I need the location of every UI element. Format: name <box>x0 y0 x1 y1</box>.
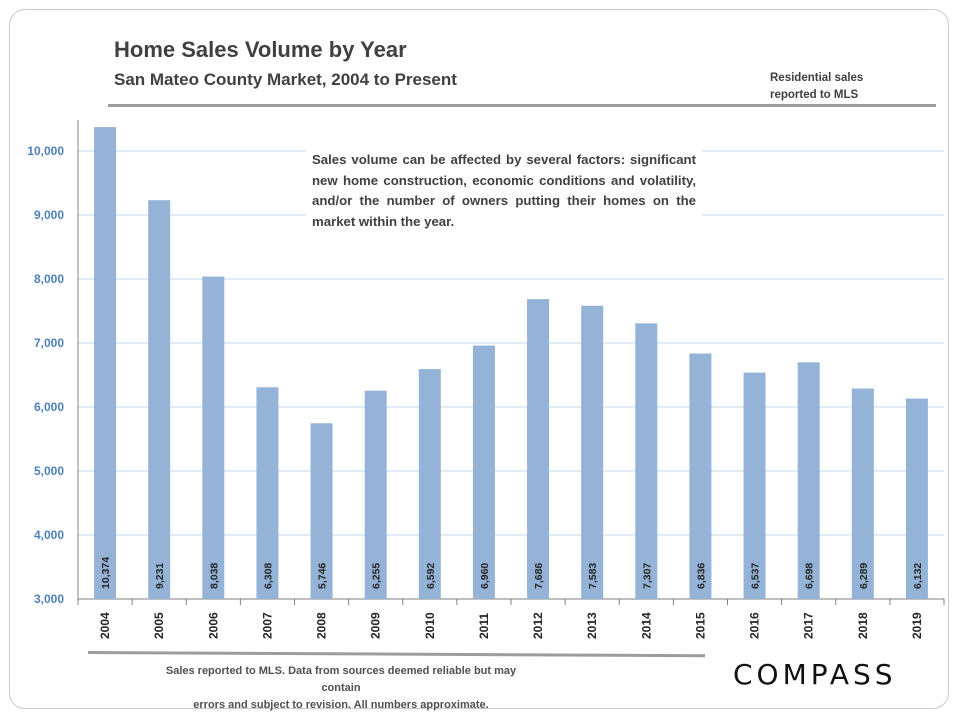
bar <box>581 305 604 599</box>
bar-data-label: 6,698 <box>804 563 816 589</box>
footer-line-1: Sales reported to MLS. Data from sources… <box>165 665 517 694</box>
bar <box>689 353 712 599</box>
bar-data-label: 8,038 <box>208 563 220 589</box>
source-note-line-2: reported to MLS <box>770 89 859 101</box>
bar-data-label: 6,255 <box>371 563 383 589</box>
y-tick-label: 3,000 <box>34 592 64 606</box>
x-tick-label: 2005 <box>152 612 166 639</box>
bar <box>310 423 333 599</box>
bar-data-label: 10,374 <box>100 557 112 589</box>
bar-data-label: 5,746 <box>317 563 329 589</box>
bar-data-label: 6,132 <box>912 563 924 589</box>
bar <box>472 345 495 599</box>
bar <box>905 398 928 599</box>
x-tick-label: 2007 <box>260 612 274 639</box>
bar-data-label: 6,537 <box>750 563 762 589</box>
bar-data-label: 6,960 <box>479 563 491 589</box>
y-tick-label: 5,000 <box>34 464 64 478</box>
slide-frame <box>9 9 949 709</box>
x-tick-label: 2018 <box>856 612 870 639</box>
bar <box>797 362 820 599</box>
bar <box>743 372 766 599</box>
y-tick-label: 9,000 <box>34 208 64 222</box>
bar-data-label: 7,686 <box>533 563 545 589</box>
x-tick-label: 2004 <box>98 612 112 639</box>
x-tick-label: 2010 <box>423 612 437 639</box>
x-tick-label: 2006 <box>206 612 220 639</box>
bar <box>148 200 171 599</box>
y-tick-label: 8,000 <box>34 272 64 286</box>
x-tick-label: 2011 <box>477 613 491 639</box>
source-note-line-1: Residential sales <box>770 72 864 84</box>
compass-logo: COMPASS <box>733 658 897 691</box>
bar <box>364 390 387 599</box>
bar <box>94 127 117 600</box>
y-tick-label: 10,000 <box>27 144 64 158</box>
x-tick-label: 2019 <box>910 612 924 639</box>
y-tick-label: 4,000 <box>34 528 64 542</box>
bar-data-label: 7,583 <box>587 563 599 589</box>
y-tick-label: 7,000 <box>34 336 64 350</box>
footer-line-2: errors and subject to revision. All numb… <box>193 699 489 711</box>
footer-disclaimer: Sales reported to MLS. Data from sources… <box>150 663 532 714</box>
source-note: Residential sales reported to MLS <box>770 70 863 104</box>
bar <box>202 276 225 599</box>
x-tick-label: 2017 <box>802 612 816 639</box>
bar-data-label: 7,307 <box>641 563 653 589</box>
x-tick-label: 2009 <box>369 612 383 639</box>
bar <box>635 323 658 599</box>
bar <box>527 299 550 599</box>
chart-subtitle: San Mateo County Market, 2004 to Present <box>114 70 457 89</box>
bar-data-label: 6,289 <box>858 563 870 589</box>
bar-data-label: 9,231 <box>154 563 166 589</box>
bar <box>418 369 441 599</box>
chart-title: Home Sales Volume by Year <box>114 37 407 62</box>
x-tick-label: 2012 <box>531 612 545 639</box>
x-tick-label: 2013 <box>585 612 599 639</box>
x-tick-label: 2014 <box>639 612 653 639</box>
x-tick-label: 2015 <box>693 612 707 639</box>
x-tick-label: 2016 <box>748 612 762 639</box>
x-tick-label: 2008 <box>315 612 329 639</box>
bar <box>256 387 279 599</box>
y-tick-label: 6,000 <box>34 400 64 414</box>
header-divider <box>108 104 936 107</box>
bar-data-label: 6,836 <box>695 563 707 589</box>
callout-text: Sales volume can be affected by several … <box>306 148 702 234</box>
bar <box>851 388 874 599</box>
bar-data-label: 6,592 <box>425 563 437 589</box>
bar-data-label: 6,308 <box>262 563 274 589</box>
